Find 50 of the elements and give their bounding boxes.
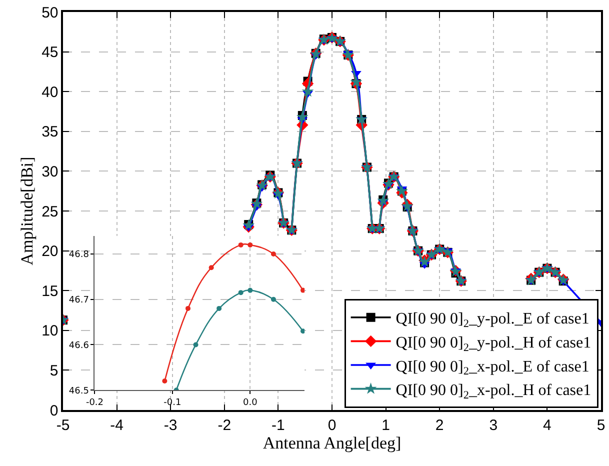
point [216,306,222,311]
y-tick-label: 46.7 [68,296,89,306]
point [208,265,214,270]
x-tick-label: 3 [489,416,498,434]
y-tick-label: 20 [42,243,58,260]
y-tick-label: 5 [50,362,58,380]
y-tick-label: 30 [42,163,58,180]
point [270,296,276,302]
point [238,290,244,296]
x-axis-title: Antenna Angle[deg] [262,434,402,453]
y-tick-label: 46.8 [68,250,90,260]
point [238,242,244,248]
x-tick-label: 0 [328,416,336,434]
line-series [174,288,305,390]
y-axis-title: Amplitude[dBi] [18,156,37,266]
x-tick-label: -0.1 [164,398,182,408]
point [302,85,314,97]
x-tick-label: -4 [110,416,124,434]
point [248,242,253,248]
point [193,342,198,348]
legend-label: QI[0 90 0]$_{2}$_x-pol._H of case1 [396,382,592,402]
y-tick-label: 35 [42,124,58,141]
point [162,378,168,384]
point [300,328,305,334]
point [300,288,305,293]
legend-label: QI[0 90 0]$_{2}$_x-pol._E of case1 [396,358,590,378]
point [270,252,276,257]
x-tick-label: 2 [435,416,444,434]
x-tick-label: 4 [543,416,552,434]
point [248,288,253,293]
y-tick-label: 10 [42,322,58,340]
legend-label: QI[0 90 0]$_{2}$_y-pol._E of case1 [396,310,590,330]
x-tick-label: -1 [272,416,285,434]
y-tick-label: 25 [42,203,58,220]
y-tick-label: 15 [42,282,58,300]
y-tick-label: 40 [42,84,58,101]
y-tick-label: 45 [42,44,58,62]
y-tick-label: 50 [42,4,58,22]
x-tick-label: -2 [218,416,232,434]
legend-label: QI[0 90 0]$_{2}$_y-pol._H of case1 [396,334,592,354]
x-tick-label: -3 [164,416,178,434]
point [185,306,190,311]
x-tick-label: -5 [56,416,70,434]
y-tick-label: 46.5 [68,386,89,396]
y-tick-label: 46.6 [68,340,90,351]
x-tick-label: 0.0 [243,398,258,408]
x-tick-label: 5 [596,416,606,434]
point [296,110,308,122]
x-tick-label: 1 [382,416,390,434]
x-tick-label: -0.2 [86,398,104,408]
